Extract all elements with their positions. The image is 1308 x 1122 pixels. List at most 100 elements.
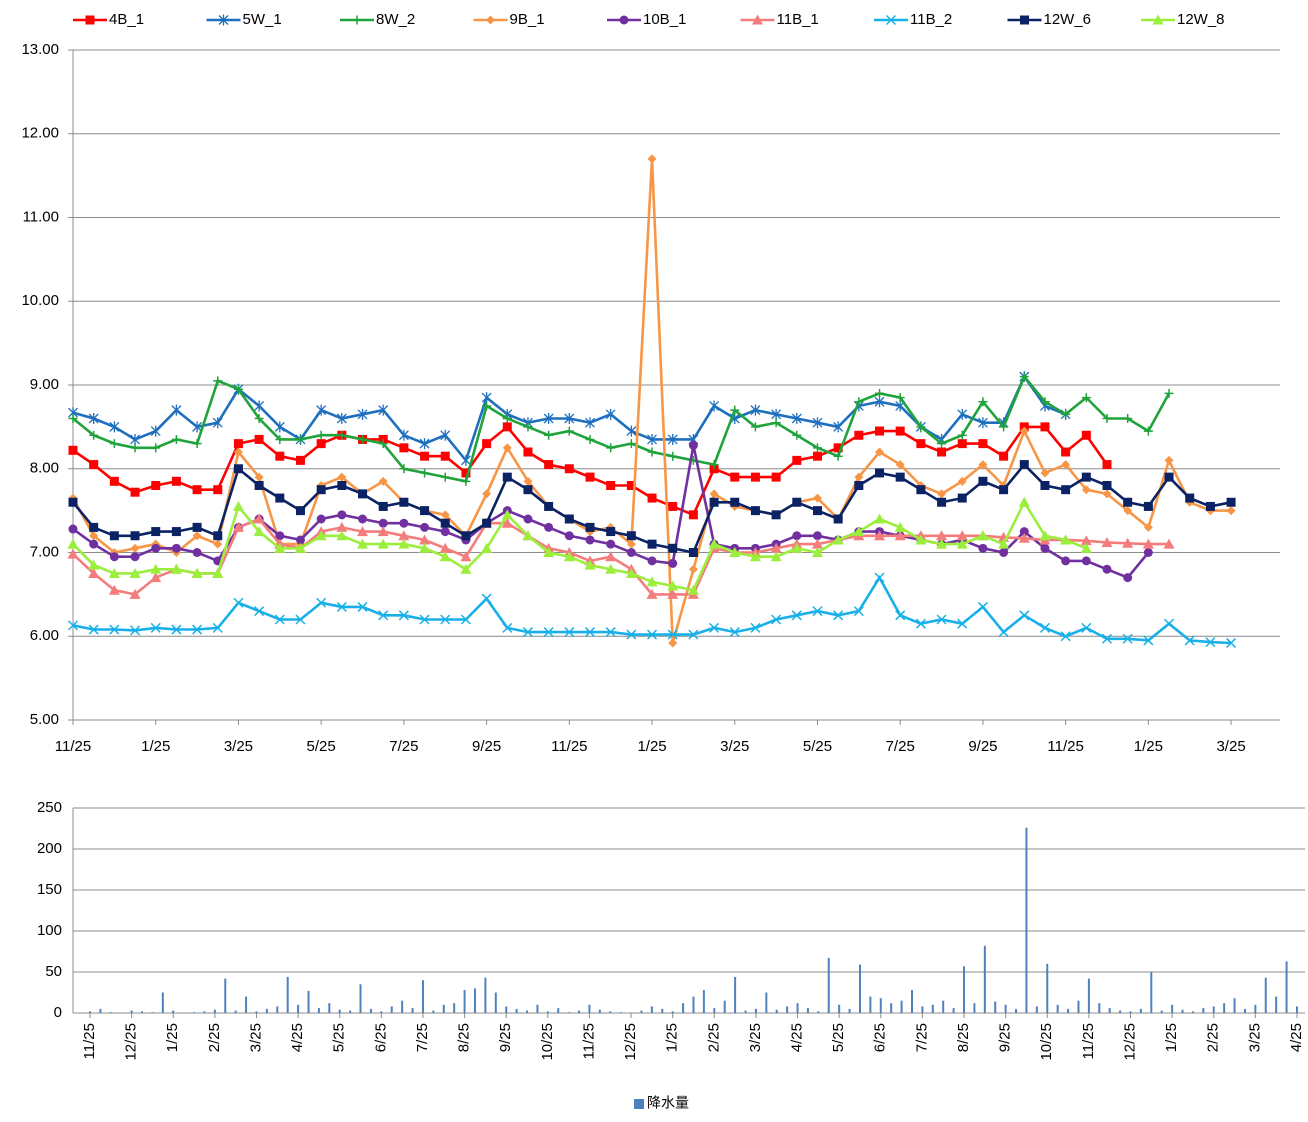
data-point (336, 521, 348, 532)
data-point (709, 489, 719, 499)
data-point (957, 408, 968, 420)
bar (1046, 963, 1049, 1013)
data-point (894, 521, 906, 532)
data-point (68, 445, 78, 455)
data-point (88, 624, 99, 635)
y-tick-label: 10.00 (21, 292, 59, 309)
bar (473, 988, 476, 1013)
data-point (605, 627, 616, 638)
data-point (130, 443, 140, 453)
data-point (1102, 481, 1112, 490)
data-point (440, 472, 450, 482)
bar (1171, 1004, 1174, 1013)
data-point (1123, 497, 1133, 507)
data-point (895, 393, 905, 403)
bar (557, 1008, 560, 1013)
data-point (440, 518, 450, 528)
bar (349, 1010, 352, 1013)
data-point (253, 513, 265, 524)
data-point (233, 447, 243, 457)
data-point (439, 551, 451, 562)
data-point (668, 501, 678, 511)
data-point (584, 627, 596, 638)
x-tick-label: 5/25 (307, 738, 336, 755)
data-point (212, 567, 224, 578)
data-point (1039, 622, 1050, 633)
data-point (812, 417, 823, 429)
x-tick-label: 7/25 (886, 738, 915, 755)
data-point (67, 620, 79, 631)
bar (526, 1010, 529, 1013)
data-point (1164, 455, 1174, 465)
data-point (399, 443, 409, 453)
data-point (792, 430, 802, 440)
data-point (709, 497, 719, 507)
data-point (543, 547, 555, 557)
data-point (461, 468, 471, 478)
data-point (295, 614, 306, 625)
bar (276, 1006, 279, 1013)
data-point (771, 510, 781, 520)
data-point (1226, 637, 1237, 648)
data-point (895, 472, 905, 482)
bar (494, 992, 497, 1013)
bar (598, 1009, 601, 1013)
bar (806, 1008, 809, 1013)
data-point (420, 451, 430, 461)
data-point (1122, 633, 1133, 644)
data-point (544, 522, 554, 532)
data-point (130, 625, 141, 636)
data-point (130, 433, 140, 445)
data-point (1019, 426, 1029, 436)
bar (1067, 1008, 1070, 1013)
bar (1202, 1008, 1205, 1013)
data-point (316, 514, 326, 524)
bar (515, 1008, 518, 1013)
x-tick-label: 11/25 (55, 738, 91, 755)
bar (858, 964, 861, 1013)
data-point (254, 414, 264, 423)
data-point (1040, 422, 1050, 432)
data-point (853, 526, 865, 537)
data-point (502, 622, 513, 633)
data-point (254, 481, 264, 490)
data-point (563, 551, 575, 562)
data-point (585, 522, 595, 532)
bar (172, 1010, 175, 1013)
x-tick-label: 11/25 (81, 1023, 98, 1059)
data-point (171, 543, 181, 553)
data-point (501, 509, 513, 520)
data-point (729, 627, 740, 638)
data-point (108, 584, 120, 595)
data-point (109, 476, 119, 486)
bar (505, 1006, 508, 1013)
bar (141, 1011, 144, 1013)
data-point (977, 601, 988, 612)
data-point (440, 527, 450, 537)
data-point (482, 489, 492, 499)
data-point (357, 601, 368, 612)
bar (380, 1011, 383, 1013)
bar (1295, 1006, 1298, 1013)
data-point (191, 567, 203, 578)
bar (390, 1006, 393, 1013)
data-point (295, 455, 305, 465)
bar (682, 1003, 685, 1013)
data-point (232, 521, 244, 532)
data-point (192, 421, 203, 433)
data-point (378, 501, 388, 511)
data-point (378, 610, 389, 621)
data-point (771, 614, 782, 625)
data-point (688, 564, 698, 574)
data-point (957, 618, 968, 629)
bar (193, 1012, 196, 1013)
bar (713, 1008, 716, 1013)
legend-marker (752, 14, 763, 25)
data-point (978, 439, 988, 449)
bar (401, 1000, 404, 1013)
data-point (1040, 543, 1050, 553)
bar (640, 1010, 643, 1013)
data-point (316, 404, 327, 416)
data-point (460, 454, 471, 466)
data-point (461, 476, 471, 486)
